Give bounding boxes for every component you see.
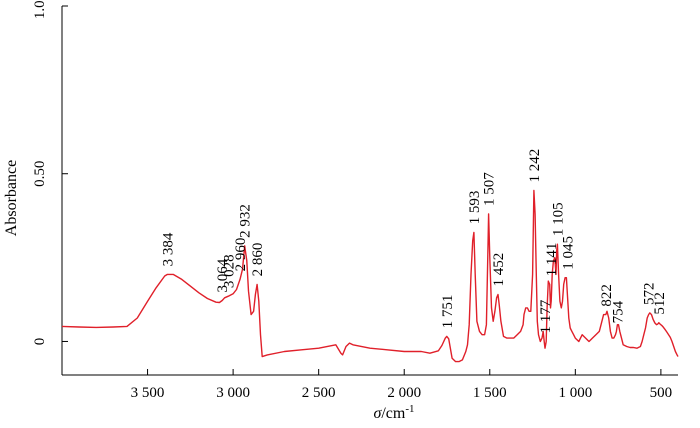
peak-label: 1 751 <box>440 295 456 329</box>
peak-label: 3 064 <box>215 258 231 292</box>
y-tick-label: 1.00 <box>32 0 48 19</box>
y-tick-label: 0 <box>32 338 48 346</box>
x-axis-title: σ/cm-1 <box>373 403 414 422</box>
peak-label: 1 507 <box>482 172 498 206</box>
peak-label: 1 452 <box>491 253 507 287</box>
y-ticks: 0 0.50 1.00 <box>32 0 68 345</box>
peak-label: 822 <box>599 284 615 307</box>
peak-label: 1 593 <box>467 191 483 225</box>
peak-label: 1 177 <box>538 299 554 333</box>
peak-label: 3 384 <box>160 232 176 266</box>
x-tick-label: 3 000 <box>216 385 250 401</box>
peak-label: 572 <box>642 282 658 305</box>
x-axis-symbol: σ <box>373 405 382 422</box>
peak-label: 1 242 <box>527 149 543 183</box>
peak-label: 512 <box>652 292 668 315</box>
peak-label: 1 141 <box>544 243 560 277</box>
peak-label: 754 <box>610 300 626 323</box>
x-ticks: 3 500 3 000 2 500 2 000 1 500 1 000 500 <box>131 369 672 401</box>
peak-label: 3 028 <box>221 254 237 288</box>
x-axis-unit: /cm <box>381 405 406 422</box>
x-tick-label: 1 500 <box>473 385 507 401</box>
x-axis-unit-exponent: -1 <box>405 403 414 415</box>
peak-label: 2 960 <box>233 238 249 272</box>
series-line <box>61 189 679 363</box>
x-tick-label: 2 500 <box>302 385 336 401</box>
x-tick-label: 1 000 <box>558 385 592 401</box>
peak-label: 2 932 <box>238 204 254 238</box>
axes <box>61 6 678 376</box>
x-tick-label: 2 000 <box>387 385 421 401</box>
x-tick-label: 3 500 <box>131 385 165 401</box>
y-axis-title: Absorbance <box>3 160 20 236</box>
x-tick-label: 500 <box>650 385 673 401</box>
peak-label: 1 045 <box>561 236 577 270</box>
peak-label: 2 860 <box>250 243 266 277</box>
y-tick-label: 0.50 <box>32 161 48 187</box>
peak-label: 1 105 <box>550 202 566 236</box>
